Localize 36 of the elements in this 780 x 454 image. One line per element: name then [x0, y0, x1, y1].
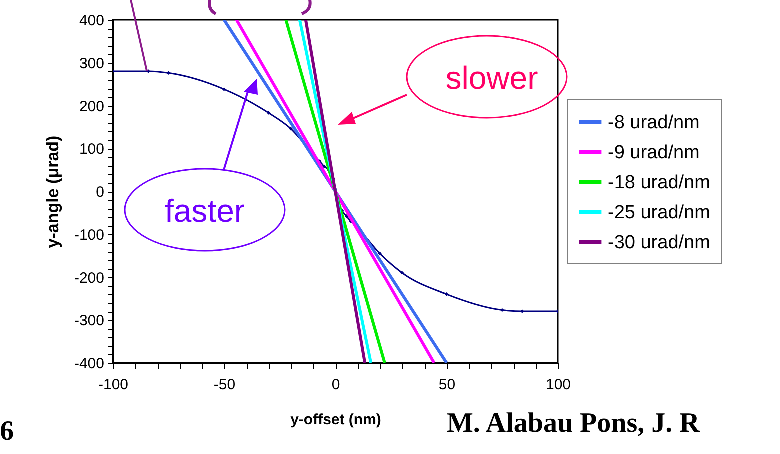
point: [400, 271, 404, 275]
text: M. Alabau Pons, J. R: [447, 408, 700, 439]
point: [520, 310, 524, 314]
point: [322, 164, 326, 169]
y-tick-label: -300: [74, 312, 104, 330]
point: [146, 70, 150, 74]
y-tick-label: 400: [79, 12, 104, 30]
x-axis-title: y-offset (nm): [290, 412, 382, 428]
x-tick-label: 50: [438, 376, 456, 394]
legend-label: -8 urad/nm: [608, 112, 700, 134]
point: [222, 88, 226, 92]
annotation: faster: [164, 193, 246, 229]
legend-label: -9 urad/nm: [608, 142, 700, 164]
x-tick-label: -50: [214, 376, 236, 394]
point: [378, 252, 382, 256]
legend-label: -18 urad/nm: [608, 172, 710, 194]
y-tick-label: -100: [74, 226, 104, 244]
legend-label: -25 urad/nm: [608, 202, 710, 224]
x-tick-label: 0: [332, 376, 340, 394]
text: 6: [0, 416, 14, 447]
y-tick-label: -200: [74, 270, 104, 287]
legend-label: -30 urad/nm: [608, 232, 710, 254]
point: [166, 71, 170, 76]
y-tick-label: 100: [79, 141, 104, 158]
point: [444, 292, 449, 296]
x-tick-label: -100: [98, 376, 129, 394]
point: [266, 111, 271, 115]
y-tick-label: -400: [74, 356, 104, 372]
y-tick-label: 200: [79, 98, 104, 116]
point: [344, 214, 348, 218]
y-axis-title: y-angle (μrad): [43, 136, 62, 248]
annotation: slower: [446, 60, 539, 96]
y-tick-label: 300: [79, 55, 104, 72]
x-tick-label: 100: [546, 376, 572, 394]
y-tick-label: 0: [96, 184, 104, 201]
point: [500, 308, 504, 312]
